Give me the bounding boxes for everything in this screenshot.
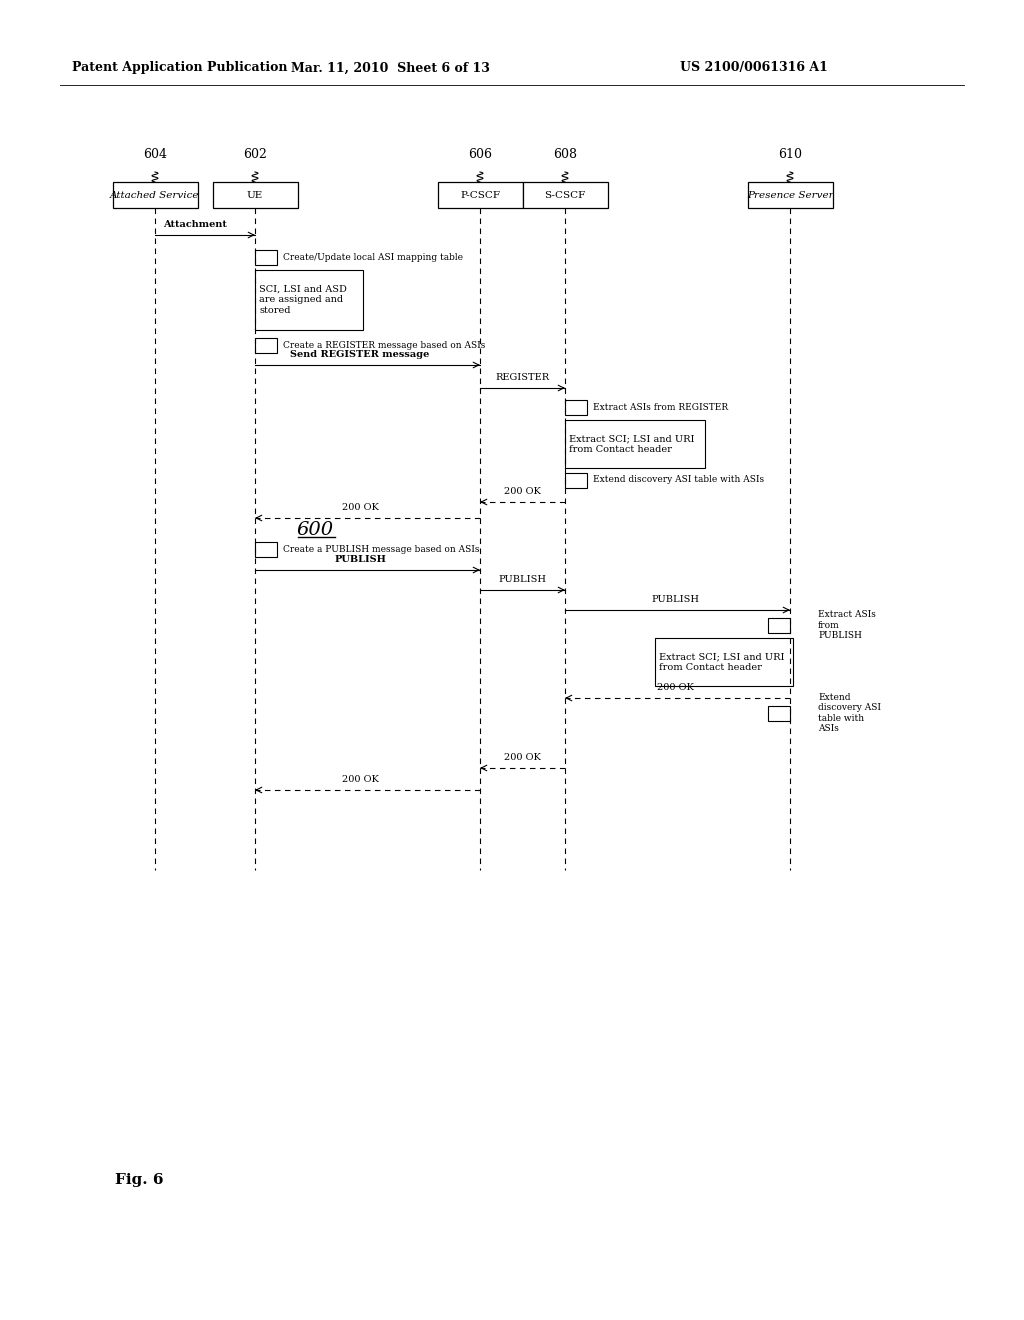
- Text: 200 OK: 200 OK: [342, 503, 379, 512]
- Text: 610: 610: [778, 149, 802, 161]
- Text: Extend discovery ASI table with ASIs: Extend discovery ASI table with ASIs: [593, 475, 764, 484]
- Text: Extract SCI; LSI and URI
from Contact header: Extract SCI; LSI and URI from Contact he…: [569, 434, 694, 454]
- Bar: [522, 182, 607, 209]
- Bar: [768, 618, 790, 632]
- Text: Fig. 6: Fig. 6: [115, 1173, 164, 1187]
- Text: Presence Server: Presence Server: [746, 190, 834, 199]
- Bar: [113, 182, 198, 209]
- Text: US 2100/0061316 A1: US 2100/0061316 A1: [680, 62, 827, 74]
- Text: 600: 600: [296, 521, 334, 539]
- Text: Create a REGISTER message based on ASIs: Create a REGISTER message based on ASIs: [283, 341, 485, 350]
- Text: 604: 604: [143, 149, 167, 161]
- Bar: [213, 182, 298, 209]
- Text: 606: 606: [468, 149, 492, 161]
- Text: Extract ASIs
from
PUBLISH: Extract ASIs from PUBLISH: [818, 610, 876, 640]
- Bar: [255, 271, 362, 330]
- Text: S-CSCF: S-CSCF: [545, 190, 586, 199]
- Bar: [437, 182, 522, 209]
- Bar: [565, 400, 587, 414]
- Bar: [255, 338, 278, 352]
- Bar: [565, 473, 587, 487]
- Text: Send REGISTER message: Send REGISTER message: [291, 350, 430, 359]
- Text: Patent Application Publication: Patent Application Publication: [72, 62, 288, 74]
- Text: REGISTER: REGISTER: [495, 374, 549, 381]
- Text: 602: 602: [243, 149, 267, 161]
- Bar: [255, 249, 278, 264]
- Text: UE: UE: [247, 190, 263, 199]
- Text: 200 OK: 200 OK: [656, 682, 693, 692]
- Text: PUBLISH: PUBLISH: [334, 554, 386, 564]
- Text: SCI, LSI and ASD
are assigned and
stored: SCI, LSI and ASD are assigned and stored: [259, 285, 347, 315]
- Text: Extract SCI; LSI and URI
from Contact header: Extract SCI; LSI and URI from Contact he…: [659, 652, 784, 672]
- Bar: [565, 420, 705, 469]
- Text: Attachment: Attachment: [163, 220, 227, 228]
- Bar: [748, 182, 833, 209]
- Text: 200 OK: 200 OK: [342, 775, 379, 784]
- Bar: [655, 638, 793, 686]
- Text: P-CSCF: P-CSCF: [460, 190, 500, 199]
- Text: Mar. 11, 2010  Sheet 6 of 13: Mar. 11, 2010 Sheet 6 of 13: [291, 62, 489, 74]
- Text: 200 OK: 200 OK: [504, 752, 541, 762]
- Text: Create/Update local ASI mapping table: Create/Update local ASI mapping table: [283, 252, 463, 261]
- Text: Attached Service: Attached Service: [111, 190, 200, 199]
- Text: PUBLISH: PUBLISH: [498, 576, 546, 583]
- Text: 200 OK: 200 OK: [504, 487, 541, 496]
- Text: Extend
discovery ASI
table with
ASIs: Extend discovery ASI table with ASIs: [818, 693, 881, 733]
- Bar: [768, 705, 790, 721]
- Text: Extract ASIs from REGISTER: Extract ASIs from REGISTER: [593, 403, 728, 412]
- Text: 608: 608: [553, 149, 577, 161]
- Text: PUBLISH: PUBLISH: [651, 595, 699, 605]
- Text: Create a PUBLISH message based on ASIs: Create a PUBLISH message based on ASIs: [283, 544, 479, 553]
- Bar: [255, 541, 278, 557]
